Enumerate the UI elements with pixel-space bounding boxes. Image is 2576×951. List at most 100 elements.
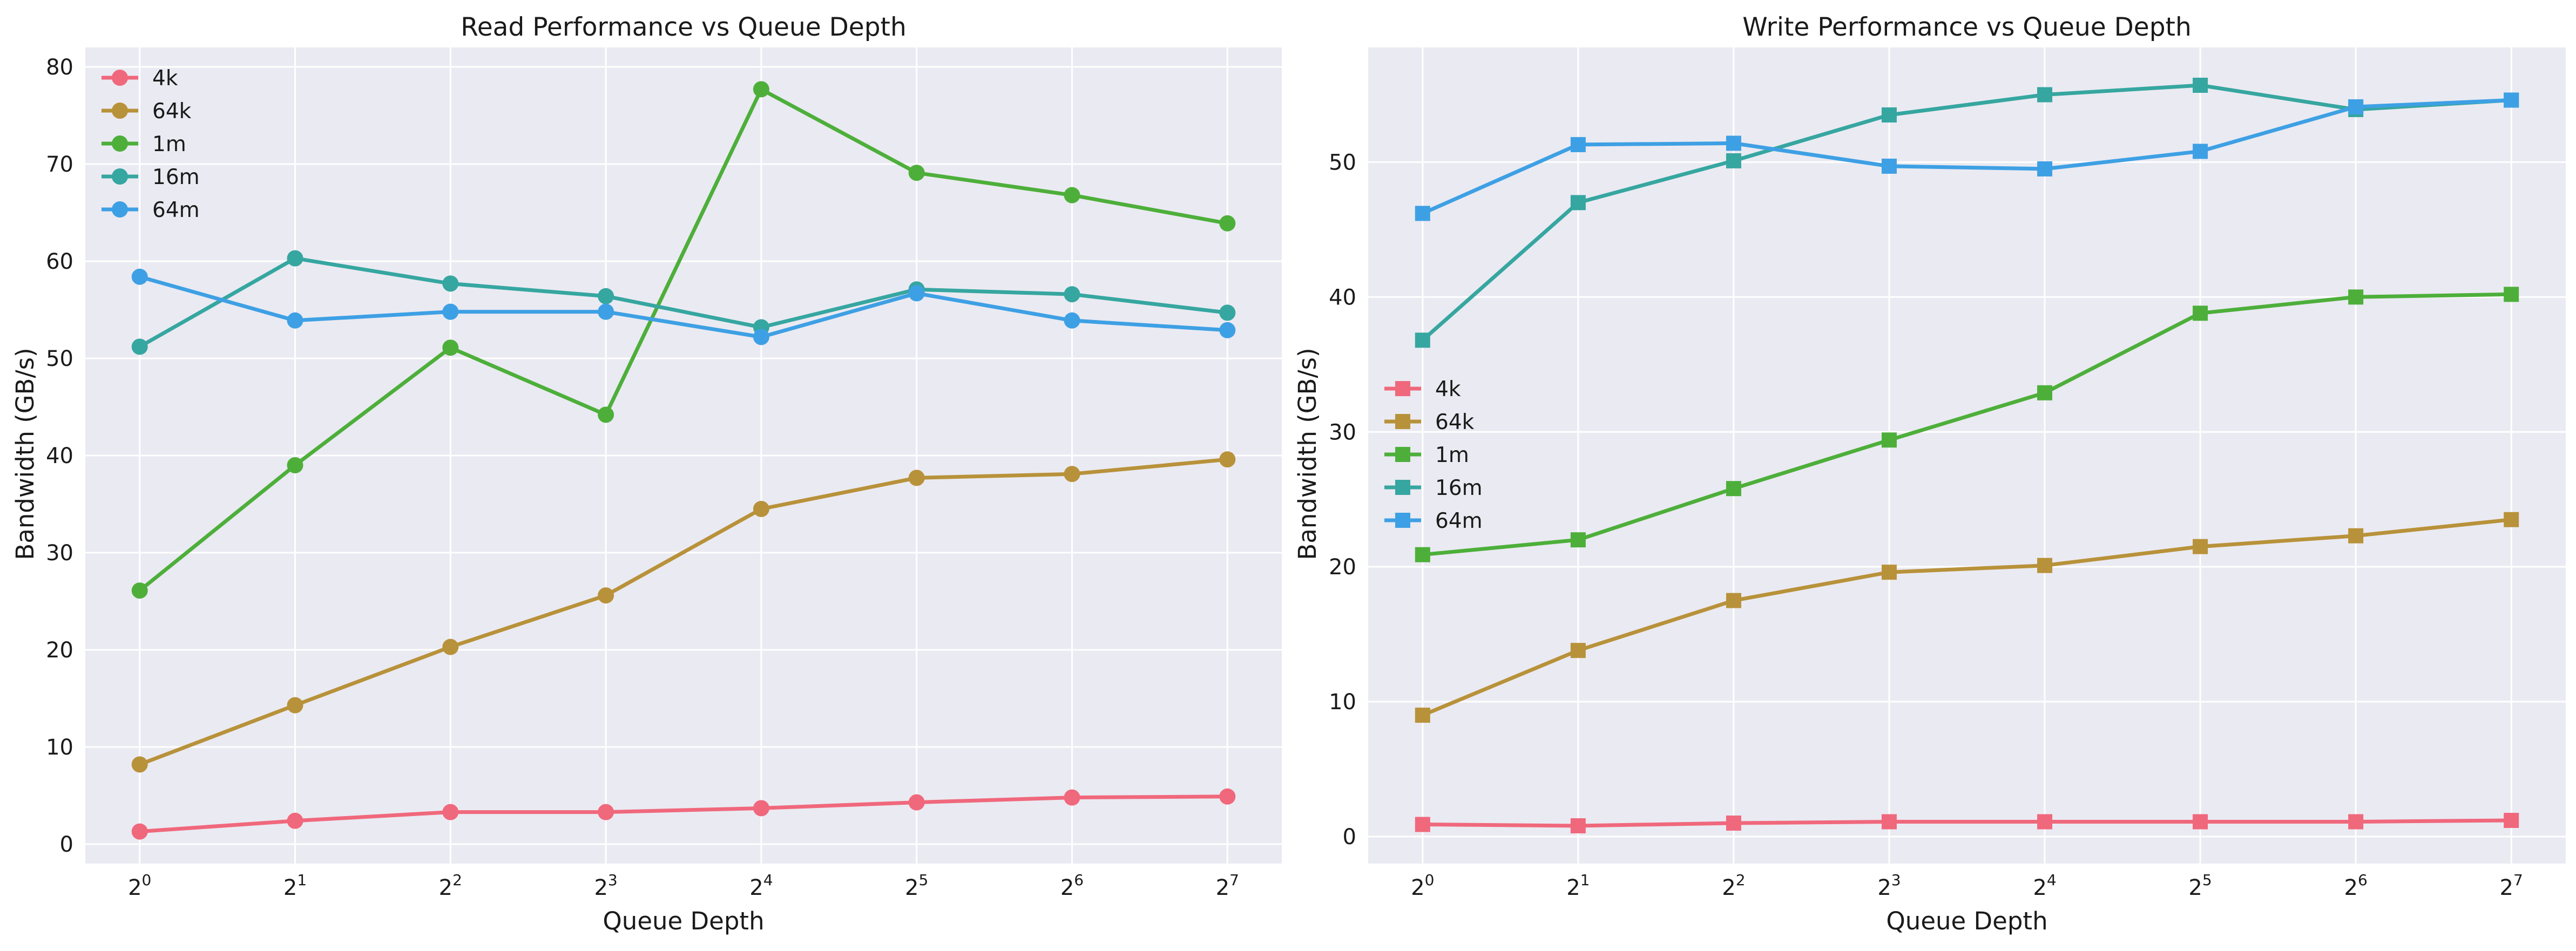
legend-label: 1m bbox=[152, 132, 186, 157]
series-line bbox=[1421, 518, 2513, 717]
legend-marker bbox=[1395, 381, 1410, 396]
x-tick-label: 21 bbox=[283, 871, 307, 900]
data-point bbox=[2348, 814, 2364, 830]
x-tick-label: 20 bbox=[1411, 871, 1434, 900]
data-point bbox=[753, 501, 769, 517]
legend-label: 4k bbox=[152, 66, 178, 91]
data-point bbox=[1219, 215, 1236, 232]
chart-title: Read Performance vs Queue Depth bbox=[461, 12, 907, 42]
data-point bbox=[1726, 816, 1741, 831]
series-line bbox=[1421, 818, 2513, 828]
data-point bbox=[1415, 332, 1430, 348]
legend-marker bbox=[1395, 513, 1410, 528]
data-point bbox=[2037, 87, 2053, 103]
data-point bbox=[2193, 814, 2208, 830]
data-point bbox=[1219, 788, 1236, 805]
data-point bbox=[442, 804, 459, 820]
x-tick-label: 22 bbox=[439, 871, 462, 900]
x-axis-label: Queue Depth bbox=[603, 907, 764, 935]
data-point bbox=[2193, 539, 2208, 554]
legend-label: 4k bbox=[1435, 377, 1461, 402]
data-point bbox=[598, 303, 614, 320]
data-point bbox=[131, 338, 148, 355]
legend-item: 1m bbox=[102, 132, 186, 157]
series-64k bbox=[1415, 512, 2519, 723]
series-64m bbox=[1415, 92, 2519, 221]
plot-area bbox=[85, 47, 1282, 864]
legend-item: 4k bbox=[1384, 377, 1461, 402]
x-tick-label: 21 bbox=[1566, 871, 1590, 900]
data-point bbox=[287, 697, 303, 714]
legend-item: 64m bbox=[102, 198, 200, 222]
data-point bbox=[2193, 144, 2208, 159]
data-point bbox=[2037, 814, 2053, 830]
data-point bbox=[1881, 814, 1897, 830]
data-point bbox=[598, 406, 614, 423]
data-point bbox=[287, 812, 303, 829]
y-tick-label: 30 bbox=[1329, 420, 1356, 445]
data-point bbox=[1570, 137, 1586, 152]
y-tick-label: 0 bbox=[60, 832, 73, 857]
data-point bbox=[908, 794, 925, 811]
data-point bbox=[1415, 206, 1430, 221]
data-point bbox=[287, 312, 303, 329]
series-1m bbox=[1415, 287, 2519, 562]
legend-item: 64k bbox=[102, 99, 192, 124]
data-point bbox=[442, 303, 459, 320]
x-axis-label: Queue Depth bbox=[1886, 907, 2047, 935]
x-tick-label: 20 bbox=[128, 871, 151, 900]
data-point bbox=[2504, 92, 2519, 108]
series-64m bbox=[131, 268, 1236, 345]
legend-label: 64k bbox=[1435, 410, 1475, 434]
legend-marker bbox=[112, 168, 128, 185]
data-point bbox=[753, 329, 769, 345]
data-point bbox=[287, 250, 303, 267]
data-point bbox=[1064, 312, 1080, 329]
plot-area bbox=[1368, 47, 2566, 864]
data-point bbox=[1064, 286, 1080, 303]
legend: 4k 64k 1m 16m 64m bbox=[1384, 377, 1483, 533]
data-point bbox=[1881, 432, 1897, 448]
legend-item: 64k bbox=[1384, 410, 1475, 434]
legend-marker bbox=[1395, 414, 1410, 429]
legend-marker bbox=[112, 70, 128, 86]
data-point bbox=[1726, 593, 1741, 608]
legend-label: 64m bbox=[152, 198, 200, 222]
data-point bbox=[598, 804, 614, 820]
data-point bbox=[1415, 817, 1430, 832]
data-point bbox=[1570, 643, 1586, 658]
data-point bbox=[131, 756, 148, 773]
data-point bbox=[1064, 466, 1080, 483]
y-tick-label: 40 bbox=[1329, 285, 1356, 310]
data-point bbox=[1881, 107, 1897, 123]
data-point bbox=[2037, 385, 2053, 400]
data-point bbox=[2193, 77, 2208, 93]
read-performance-chart: Read Performance vs Queue Depth Queue De… bbox=[11, 12, 1282, 935]
y-tick-label: 50 bbox=[46, 347, 73, 371]
series-line bbox=[138, 794, 1229, 834]
y-tick-label: 0 bbox=[1343, 825, 1356, 850]
data-point bbox=[2504, 512, 2519, 527]
series-line bbox=[138, 457, 1229, 766]
data-point bbox=[2037, 161, 2053, 176]
data-point bbox=[908, 285, 925, 302]
y-tick-label: 30 bbox=[46, 541, 73, 566]
data-point bbox=[598, 288, 614, 304]
series-line bbox=[1421, 292, 2513, 557]
legend-marker bbox=[1395, 480, 1410, 495]
legend-item: 64m bbox=[1384, 509, 1483, 533]
series-line bbox=[138, 87, 1229, 593]
y-axis-label: Bandwidth (GB/s) bbox=[11, 348, 39, 560]
legend-label: 16m bbox=[152, 165, 200, 189]
data-point bbox=[131, 823, 148, 840]
x-tick-label: 26 bbox=[2344, 871, 2367, 900]
y-tick-label: 10 bbox=[1329, 690, 1356, 715]
plot-background bbox=[1368, 47, 2566, 864]
data-point bbox=[2348, 528, 2364, 544]
data-point bbox=[1570, 818, 1586, 834]
data-point bbox=[2504, 813, 2519, 828]
x-tick-label: 26 bbox=[1060, 871, 1084, 900]
data-point bbox=[908, 165, 925, 181]
series-4k bbox=[1415, 813, 2519, 834]
